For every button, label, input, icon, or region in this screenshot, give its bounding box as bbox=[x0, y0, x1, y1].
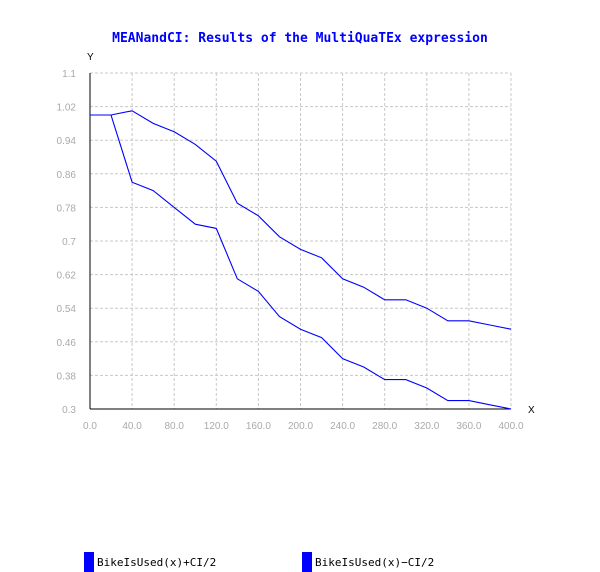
y-tick-label: 0.3 bbox=[62, 405, 76, 416]
y-tick-label: 0.94 bbox=[57, 136, 77, 147]
series-lines bbox=[90, 110, 512, 410]
series-line-lower-ci bbox=[90, 114, 512, 410]
axes bbox=[89, 73, 511, 410]
x-tick-label: 40.0 bbox=[122, 421, 142, 432]
y-tick-label: 0.54 bbox=[57, 304, 77, 315]
y-tick-label: 0.38 bbox=[57, 371, 77, 382]
x-tick-label: 160.0 bbox=[246, 421, 271, 432]
y-tick-label: 1.02 bbox=[57, 103, 77, 114]
legend-swatch bbox=[84, 552, 94, 572]
y-tick-label: 0.46 bbox=[57, 338, 77, 349]
series-line-upper-ci bbox=[90, 110, 512, 330]
legend-label: BikeIsUsed(x)+CI/2 bbox=[97, 555, 217, 569]
grid bbox=[90, 72, 512, 409]
y-tick-label: 0.78 bbox=[57, 203, 77, 214]
x-tick-label: 80.0 bbox=[164, 421, 184, 432]
y-tick-label: 0.86 bbox=[57, 170, 77, 181]
x-tick-label: 280.0 bbox=[372, 421, 397, 432]
legend-label: BikeIsUsed(x)−CI/2 bbox=[315, 555, 435, 569]
x-tick-label: 200.0 bbox=[288, 421, 313, 432]
y-tick-label: 0.7 bbox=[62, 237, 76, 248]
tick-labels: 0.0 40.0 80.0 120.0 160.0 200.0 240.0 280.0 320.… bbox=[57, 69, 524, 432]
legend-swatch bbox=[302, 552, 312, 572]
y-tick-label: 1.1 bbox=[62, 69, 76, 80]
x-tick-label: 400.0 bbox=[498, 421, 523, 432]
x-tick-label: 0.0 bbox=[83, 421, 97, 432]
y-axis-label: Y bbox=[87, 52, 94, 63]
x-tick-label: 360.0 bbox=[456, 421, 481, 432]
chart-title: MEANandCI: Results of the MultiQuaTEx ex… bbox=[112, 31, 488, 46]
legend-item-upper: BikeIsUsed(x)+CI/2 bbox=[84, 552, 216, 572]
x-tick-label: 320.0 bbox=[414, 421, 439, 432]
x-axis-label: X bbox=[528, 405, 535, 416]
y-tick-label: 0.62 bbox=[57, 271, 77, 282]
legend-item-lower: BikeIsUsed(x)−CI/2 bbox=[302, 552, 434, 572]
x-tick-label: 120.0 bbox=[204, 421, 229, 432]
x-tick-label: 240.0 bbox=[330, 421, 355, 432]
